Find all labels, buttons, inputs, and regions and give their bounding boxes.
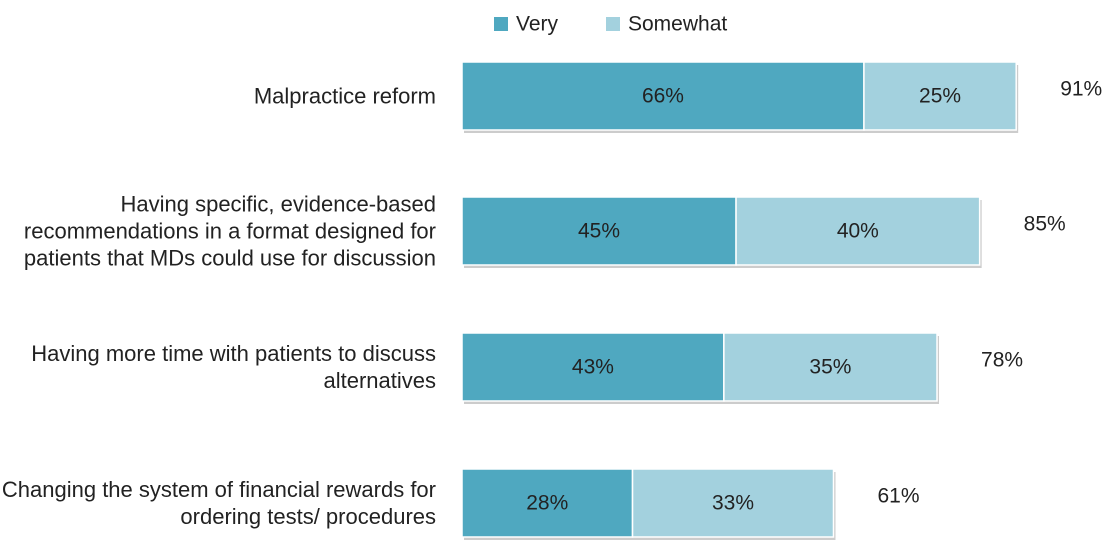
total-label: 61% <box>877 485 919 508</box>
total-label: 91% <box>1060 78 1102 101</box>
category-label: Malpractice reform <box>253 83 436 109</box>
category-label: Having specific, evidence-based recommen… <box>23 191 436 271</box>
value-label: 25% <box>919 85 961 108</box>
legend-label: Somewhat <box>628 13 727 36</box>
value-label: 40% <box>837 220 879 243</box>
legend-swatch <box>606 17 620 31</box>
value-label: 33% <box>712 492 754 515</box>
total-label: 85% <box>1024 213 1066 236</box>
value-label: 66% <box>642 85 684 108</box>
bar-segment <box>461 468 634 538</box>
legend-label: Very <box>516 13 559 36</box>
bar-segment <box>723 332 938 402</box>
value-label: 45% <box>578 220 620 243</box>
bar-segment <box>461 332 725 402</box>
value-label: 35% <box>809 356 851 379</box>
value-label: 28% <box>526 492 568 515</box>
category-label: Changing the system of financial rewards… <box>1 477 436 529</box>
category-label: Having more time with patients to discus… <box>31 341 436 393</box>
bar-segment <box>735 196 981 266</box>
bar-segment <box>461 61 865 131</box>
bar-segment <box>631 468 835 538</box>
bar-segment <box>863 61 1017 131</box>
total-label: 78% <box>981 349 1023 372</box>
bar-segment <box>461 196 737 266</box>
value-label: 43% <box>572 356 614 379</box>
legend-swatch <box>494 17 508 31</box>
